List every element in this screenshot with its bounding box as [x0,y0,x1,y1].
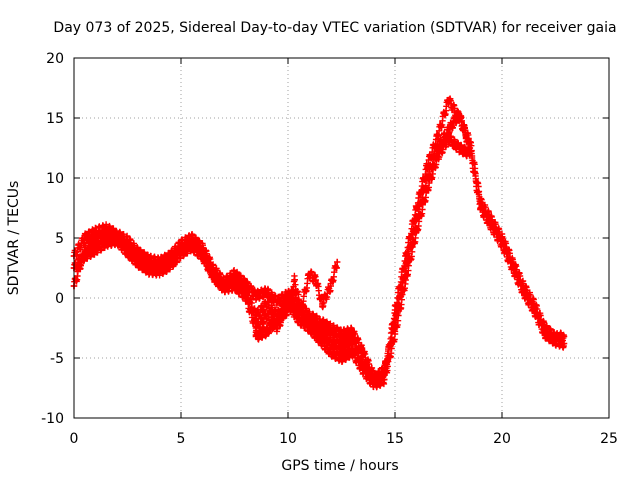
data-point [327,336,334,344]
data-point [445,126,452,134]
data-point [498,240,506,248]
data-point [306,324,313,332]
data-point [263,288,270,296]
data-point [316,318,324,326]
data-point [434,132,441,140]
data-point [466,150,474,158]
y-tick-label: -5 [50,351,64,367]
data-point [145,267,153,274]
data-point [413,228,420,236]
data-point [263,328,270,335]
data-point [102,239,110,246]
data-point [81,234,88,242]
data-point [319,300,326,308]
data-point [560,340,568,347]
data-point [297,306,305,314]
data-point [124,249,131,256]
data-point [334,258,341,266]
plot-border [73,57,610,419]
data-point [456,111,463,118]
data-point [81,252,88,260]
x-tick-label: 15 [386,431,404,447]
data-point [445,96,452,104]
y-tick-label: 0 [55,291,64,307]
data-point [349,328,356,335]
x-tick-label: 10 [279,431,297,447]
data-point [156,268,163,275]
data-point [242,292,249,299]
y-tick-label: 10 [46,171,64,187]
data-point [306,270,313,278]
data-point [402,276,409,284]
data-point [199,252,206,260]
data-point [316,336,324,344]
x-axis-label: GPS time / hours [281,458,398,474]
data-point [530,306,538,314]
data-point [295,316,302,323]
data-point [552,338,559,345]
series-track-c [70,132,474,391]
series-track-d [252,258,341,343]
data-point [349,336,356,344]
data-point [327,324,334,332]
data-point [92,246,99,254]
data-point [252,312,260,320]
data-point [338,354,345,362]
y-axis-label: SDTVAR / TECUs [6,181,22,296]
data-point [291,276,298,284]
data-point [113,237,120,244]
data-point [445,135,452,142]
data-point [520,288,527,296]
y-tick-label: 5 [55,231,64,247]
chart-title: Day 073 of 2025, Sidereal Day-to-day VTE… [53,20,616,36]
data-point [488,222,495,230]
data-point [274,316,281,323]
data-point [359,348,367,356]
data-point [263,300,270,308]
data-point [391,330,399,338]
data-point [312,276,320,284]
x-tick-label: 5 [177,431,186,447]
data-point [284,306,292,314]
data-point [252,333,260,340]
data-point [327,282,334,290]
x-tick-label: 0 [70,431,79,447]
y-tick-label: 20 [46,51,64,67]
data-point [209,273,217,280]
data-point [477,204,484,212]
data-point [263,312,270,320]
data-point [434,153,441,160]
data-point [381,376,388,383]
data-point [456,144,463,152]
data-point [423,186,431,194]
data-point [177,250,185,257]
data-point [370,381,377,388]
data-point [349,348,356,356]
data-point [135,260,142,267]
data-point [188,243,195,250]
y-tick-label: 15 [46,111,64,127]
data-point [509,264,516,272]
y-tick-label: -10 [41,411,64,427]
data-point [338,342,345,350]
x-tick-label: 20 [493,431,511,447]
data-point [220,285,227,292]
data-point [252,292,260,299]
x-tick-label: 25 [600,431,618,447]
data-point [274,298,281,305]
data-point [231,282,238,290]
data-point [338,330,345,338]
data-point [359,366,367,374]
data-point [92,237,99,244]
data-point [541,330,548,338]
data-point [327,348,334,356]
data-point [167,262,174,269]
